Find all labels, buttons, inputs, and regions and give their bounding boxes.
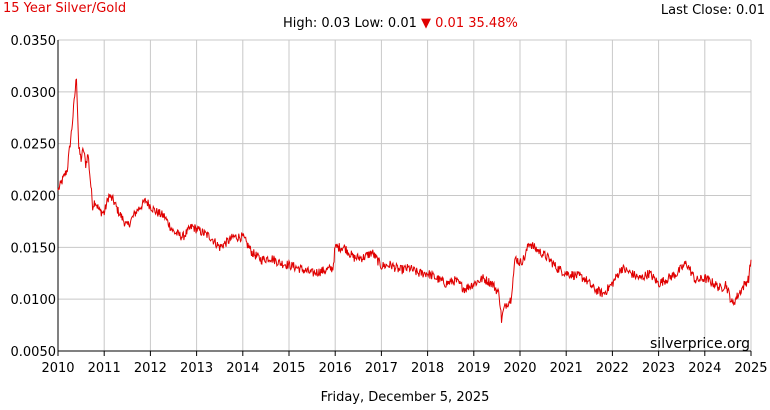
x-tick-label: 2014 <box>226 361 259 376</box>
grid-lines <box>57 39 752 352</box>
change-percent: 35.48% <box>468 16 518 31</box>
high-value: 0.03 <box>321 16 351 31</box>
x-tick-label: 2024 <box>688 361 721 376</box>
change-value: 0.01 <box>435 16 465 31</box>
low-label: Low: <box>354 16 384 31</box>
x-tick-label: 2013 <box>180 361 213 376</box>
last-close-value: 0.01 <box>736 3 765 18</box>
x-tick-label: 2020 <box>503 361 536 376</box>
price-stats: High: 0.03 Low: 0.01 ▼ 0.01 35.48% <box>283 16 518 31</box>
axes <box>57 40 752 356</box>
y-tick-labels: 0.0050 0.0100 0.0150 0.0200 0.0250 0.0300 0.03… <box>11 34 57 360</box>
chart-title: 15 Year Silver/Gold <box>3 1 127 16</box>
x-tick-label: 2025 <box>734 361 767 376</box>
down-arrow-icon: ▼ <box>421 16 432 31</box>
y-tick-label: 0.0050 <box>11 345 57 360</box>
x-tick-label: 2017 <box>365 361 398 376</box>
series-layer <box>57 78 752 323</box>
y-tick-label: 0.0150 <box>11 241 57 256</box>
x-tick-label: 2012 <box>134 361 167 376</box>
last-close-label: Last Close: <box>660 3 732 18</box>
y-tick-label: 0.0200 <box>11 190 57 205</box>
low-value: 0.01 <box>387 16 417 31</box>
last-close-readout: Last Close: 0.01 <box>661 3 765 18</box>
x-tick-label: 2019 <box>457 361 490 376</box>
x-tick-labels: 2010 2011 2012 2013 2014 2015 2016 2017 2018 2019… <box>41 361 767 376</box>
x-tick-label: 2015 <box>272 361 305 376</box>
x-tick-label: 2011 <box>88 361 121 376</box>
x-tick-label: 2016 <box>319 361 352 376</box>
x-tick-label: 2010 <box>41 361 74 376</box>
watermark: silverprice.org <box>650 336 750 352</box>
series-line <box>57 78 752 323</box>
x-tick-label: 2023 <box>642 361 675 376</box>
x-tick-label: 2021 <box>550 361 583 376</box>
y-tick-label: 0.0100 <box>11 293 57 308</box>
y-tick-label: 0.0250 <box>11 138 57 153</box>
y-tick-label: 0.0350 <box>11 34 57 49</box>
x-tick-label: 2018 <box>411 361 444 376</box>
footer-date: Friday, December 5, 2025 <box>320 390 490 405</box>
high-label: High: <box>283 16 318 31</box>
x-tick-label: 2022 <box>596 361 629 376</box>
y-tick-label: 0.0300 <box>11 86 57 101</box>
